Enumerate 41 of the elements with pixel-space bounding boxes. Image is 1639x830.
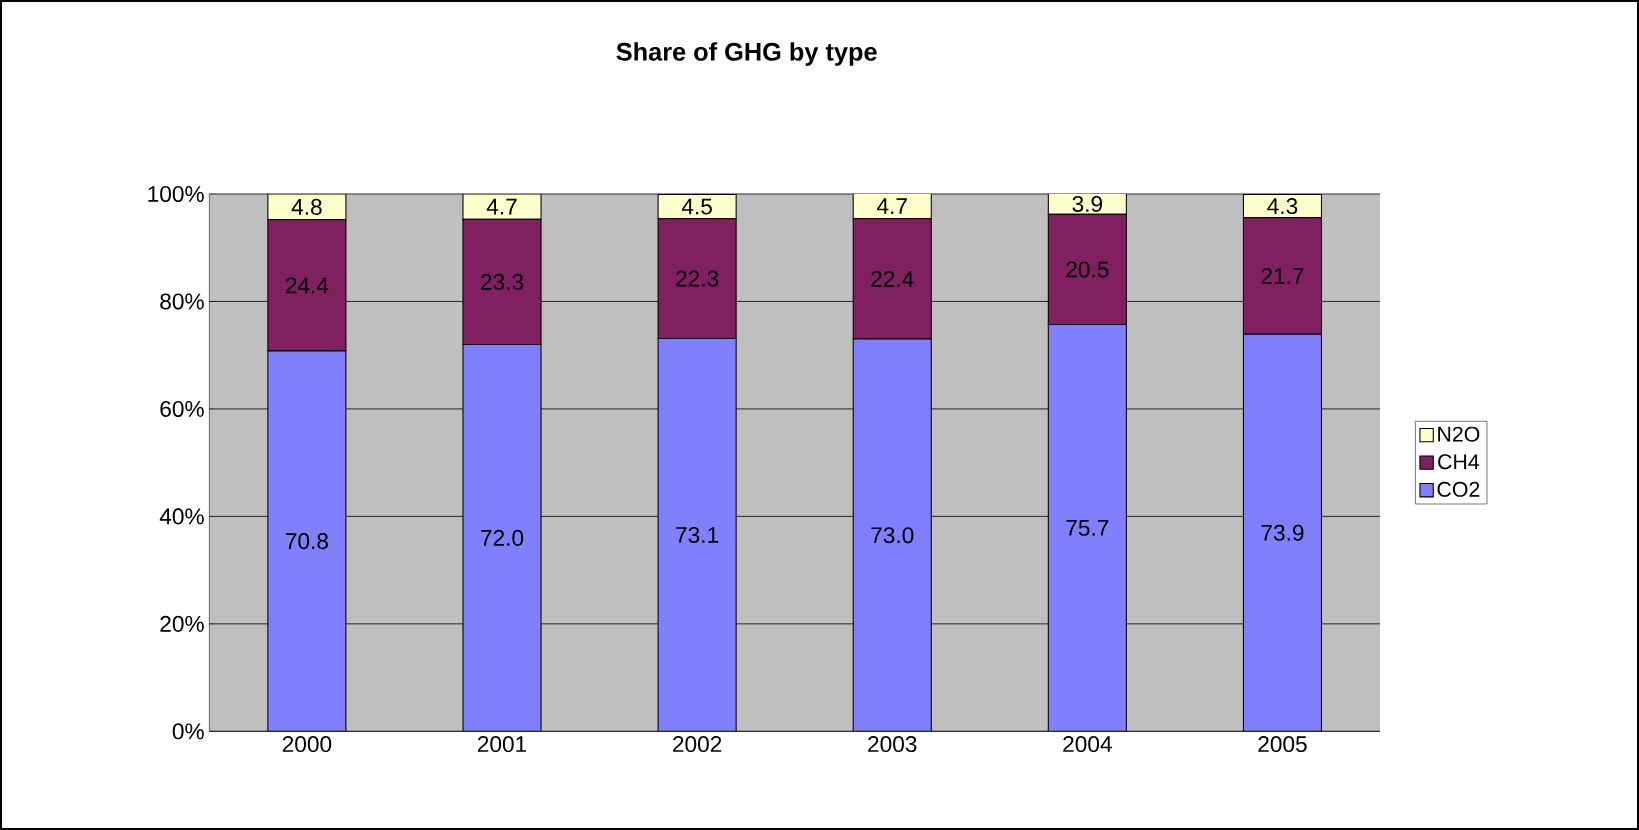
data-label: 4.5 — [681, 198, 712, 215]
data-label: 73.0 — [871, 527, 914, 544]
data-label: 24.4 — [285, 277, 329, 294]
data-label: 4.8 — [291, 198, 322, 215]
data-label: 20.5 — [1066, 261, 1109, 278]
data-label: 73.1 — [676, 526, 719, 543]
data-label: 4.3 — [1267, 198, 1298, 215]
bar — [1047, 324, 1127, 732]
x-tick-label: 2005 — [1258, 736, 1307, 753]
y-tick-label: 100% — [148, 185, 204, 203]
y-tick-label: 80% — [160, 293, 204, 310]
y-tick-label: 0% — [172, 723, 204, 740]
legend-label: N2O — [1438, 426, 1480, 442]
y-tick-label: 60% — [160, 400, 204, 417]
bar — [267, 350, 347, 732]
data-label: 22.4 — [871, 270, 914, 287]
x-tick-label: 2002 — [673, 736, 722, 753]
chart-title: Share of GHG by type — [616, 42, 877, 66]
y-tick-label: 40% — [159, 508, 204, 525]
x-tick-label: 2001 — [477, 736, 527, 753]
legend-label: CO2 — [1437, 481, 1480, 497]
data-label: 3.9 — [1072, 195, 1103, 212]
data-label: 22.3 — [676, 270, 719, 287]
legend-label: CH4 — [1438, 454, 1480, 470]
bar — [657, 337, 737, 732]
data-label: 70.8 — [286, 533, 328, 550]
x-tick-label: 2004 — [1063, 736, 1112, 753]
data-label: 4.7 — [486, 198, 517, 215]
bar — [852, 338, 932, 732]
bar — [1242, 333, 1323, 732]
x-tick-label: 2000 — [282, 736, 332, 753]
bar — [852, 193, 932, 220]
data-label: 73.9 — [1261, 524, 1304, 541]
data-label: 4.7 — [877, 198, 907, 214]
bar — [462, 343, 542, 732]
y-tick-label: 20% — [160, 615, 204, 632]
data-label: 75.7 — [1066, 520, 1109, 536]
data-label: 21.7 — [1261, 268, 1304, 284]
x-tick-label: 2003 — [868, 736, 917, 753]
data-label: 23.3 — [481, 273, 524, 290]
data-label: 72.0 — [481, 529, 524, 546]
